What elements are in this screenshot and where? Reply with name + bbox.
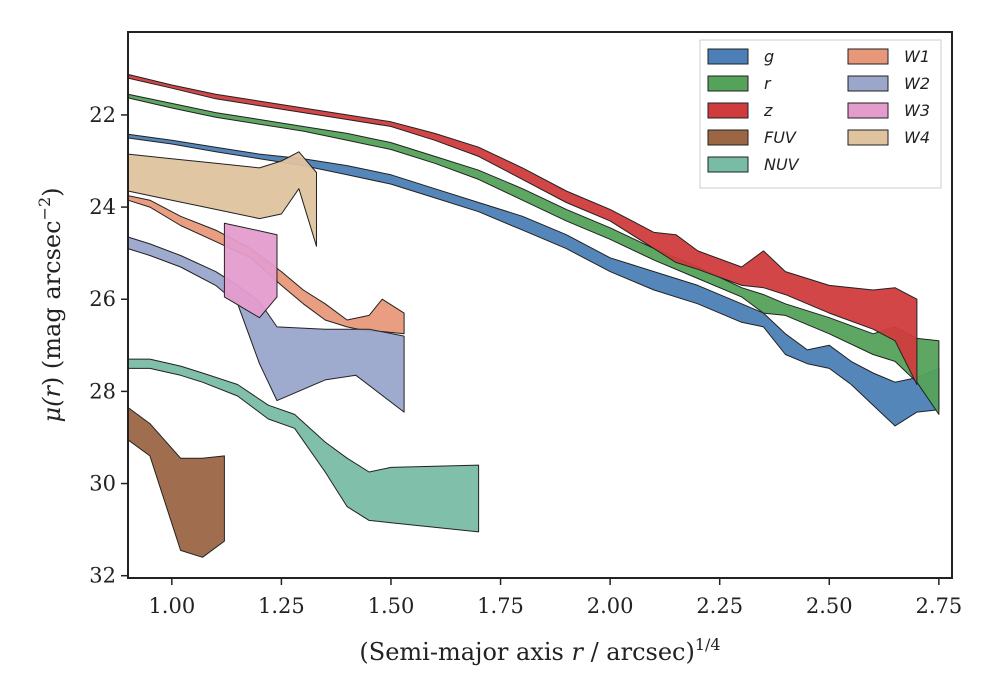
x-axis-label-var: r <box>571 638 584 666</box>
legend-label-w4: W4 <box>904 128 930 147</box>
legend-swatch-fuv <box>707 129 749 146</box>
legend-label-g: g <box>764 47 774 66</box>
x-tick-label: 1.00 <box>148 594 195 618</box>
series-band-w3 <box>223 222 278 319</box>
y-axis-label-mu: μ( <box>38 397 66 423</box>
x-tick-label: 1.50 <box>368 594 415 618</box>
y-tick-label: 28 <box>89 379 116 403</box>
plot-frame <box>127 31 953 579</box>
x-tick-label: 2.50 <box>806 594 853 618</box>
x-axis-label-sup: 1/4 <box>695 635 721 654</box>
legend-swatch-w2 <box>847 75 889 92</box>
y-axis-label-var: r <box>38 385 66 398</box>
series-band-r <box>127 93 940 415</box>
x-tick-label: 2.75 <box>915 594 962 618</box>
x-tick-label: 2.25 <box>696 594 743 618</box>
x-axis-label: (Semi-major axis r / arcsec)1/4 <box>359 635 720 666</box>
y-tick-label: 30 <box>89 472 116 496</box>
legend-label-nuv: NUV <box>764 155 800 174</box>
series-band-z <box>127 73 918 385</box>
y-axis-label: μ(r) (mag arcsec−2) <box>35 187 66 422</box>
series-band-fuv <box>127 407 225 558</box>
legend-swatch-g <box>707 48 749 65</box>
series-band-w2 <box>127 236 405 413</box>
y-axis-label-post: ) (mag arcsec <box>38 220 66 386</box>
legend-swatch-nuv <box>707 156 749 173</box>
legend-swatch-r <box>707 75 749 92</box>
y-tick-label: 24 <box>89 195 116 219</box>
series-band-w4 <box>127 151 317 247</box>
legend-label-r: r <box>764 74 772 93</box>
x-axis-label-pre: (Semi-major axis <box>359 638 571 666</box>
x-tick-label: 1.25 <box>258 594 305 618</box>
legend-swatch-w4 <box>847 129 889 146</box>
legend-label-fuv: FUV <box>764 128 797 147</box>
legend-label-w2: W2 <box>904 74 930 93</box>
legend-label-w3: W3 <box>904 101 930 120</box>
legend-label-w1: W1 <box>904 47 930 66</box>
y-axis-label-sup: −2 <box>35 197 54 221</box>
series-band-nuv <box>127 358 480 533</box>
y-axis-ticks: 22 24 26 28 30 32 <box>89 103 128 588</box>
y-tick-label: 26 <box>89 287 116 311</box>
y-tick-label: 22 <box>89 103 116 127</box>
y-axis-label-close: ) <box>38 187 66 196</box>
x-tick-label: 2.00 <box>587 594 634 618</box>
x-axis-ticks: 1.00 1.25 1.50 1.75 2.00 2.25 2.50 2.75 <box>148 578 962 618</box>
legend: grz FUV NUV W1 W2 W3 W4 <box>699 39 942 189</box>
legend-swatch-w1 <box>847 48 889 65</box>
legend-label-z: z <box>763 101 773 120</box>
y-tick-label: 32 <box>89 564 116 588</box>
x-tick-label: 1.75 <box>477 594 524 618</box>
series-layer <box>127 73 940 558</box>
x-axis-label-mid: / arcsec) <box>583 638 695 666</box>
legend-swatch-w3 <box>847 102 889 119</box>
legend-swatch-z <box>707 102 749 119</box>
